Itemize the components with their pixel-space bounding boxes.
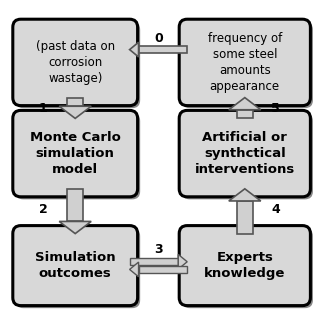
- Text: 0: 0: [154, 32, 163, 45]
- Polygon shape: [229, 189, 261, 201]
- FancyBboxPatch shape: [13, 19, 138, 106]
- Text: 4: 4: [271, 203, 280, 216]
- FancyBboxPatch shape: [179, 110, 310, 197]
- FancyBboxPatch shape: [182, 113, 313, 199]
- FancyBboxPatch shape: [13, 226, 138, 306]
- FancyBboxPatch shape: [13, 110, 138, 197]
- Bar: [237, 201, 253, 234]
- FancyBboxPatch shape: [15, 113, 140, 199]
- Bar: [237, 110, 253, 118]
- Polygon shape: [59, 221, 91, 234]
- Text: Simulation
outcomes: Simulation outcomes: [35, 251, 116, 280]
- FancyBboxPatch shape: [179, 226, 310, 306]
- Polygon shape: [178, 254, 187, 269]
- Polygon shape: [130, 42, 139, 57]
- Bar: [139, 46, 187, 53]
- Bar: [130, 258, 178, 265]
- FancyBboxPatch shape: [182, 228, 313, 308]
- Text: 1: 1: [39, 102, 48, 115]
- Text: 2: 2: [39, 203, 48, 216]
- Text: Artificial or
synthctical
interventions: Artificial or synthctical interventions: [195, 131, 295, 176]
- Text: 5: 5: [271, 102, 280, 115]
- Bar: [67, 189, 83, 221]
- Bar: [139, 266, 187, 273]
- Text: Monte Carlo
simulation
model: Monte Carlo simulation model: [30, 131, 121, 176]
- Polygon shape: [229, 98, 261, 110]
- Text: (past data on
corrosion
wastage): (past data on corrosion wastage): [36, 40, 115, 85]
- FancyBboxPatch shape: [182, 22, 313, 108]
- Polygon shape: [59, 106, 91, 118]
- Text: frequency of
some steel
amounts
appearance: frequency of some steel amounts appearan…: [208, 32, 282, 93]
- Text: 3: 3: [154, 243, 163, 256]
- FancyBboxPatch shape: [179, 19, 310, 106]
- Bar: [67, 98, 83, 106]
- FancyBboxPatch shape: [15, 22, 140, 108]
- FancyBboxPatch shape: [15, 228, 140, 308]
- Text: Experts
knowledge: Experts knowledge: [204, 251, 285, 280]
- Polygon shape: [130, 262, 139, 277]
